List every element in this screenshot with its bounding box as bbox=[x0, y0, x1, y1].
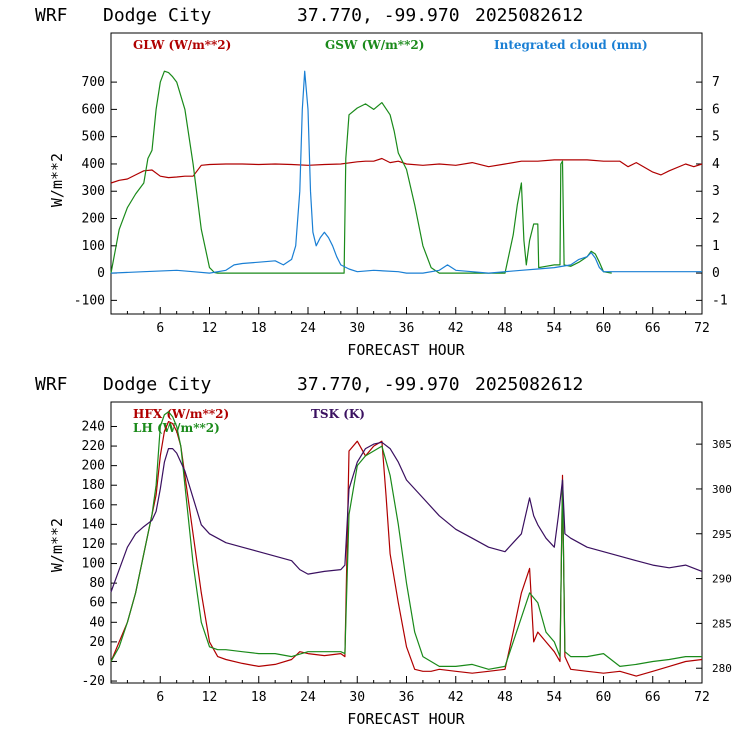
x-tick-label: 6 bbox=[156, 690, 164, 705]
x-tick-label: 72 bbox=[694, 690, 710, 705]
series-line-lh bbox=[110, 411, 702, 670]
x-tick-label: 30 bbox=[349, 321, 365, 336]
panel1-xlabel: FORECAST HOUR bbox=[347, 341, 465, 359]
y2-tick-label: 305 bbox=[712, 438, 732, 451]
header-coords: 37.770, -99.970 bbox=[297, 5, 460, 26]
x-tick-label: 60 bbox=[596, 321, 612, 336]
y2-tick-label: 5 bbox=[712, 130, 720, 145]
y2-tick-label: 290 bbox=[712, 573, 732, 586]
radiation-cloud-panel: GLW (W/m**2) GSW (W/m**2) Integrated clo… bbox=[48, 32, 728, 359]
x-tick-label: 42 bbox=[448, 690, 464, 705]
x-tick-label: 48 bbox=[497, 690, 513, 705]
header-station: Dodge City bbox=[103, 5, 212, 26]
x-tick-label: 54 bbox=[546, 321, 562, 336]
legend-cloud: Integrated cloud (mm) bbox=[494, 38, 648, 52]
y-tick-label: 300 bbox=[82, 184, 105, 199]
y-tick-label: 200 bbox=[82, 212, 105, 227]
y-tick-label: 400 bbox=[82, 157, 105, 172]
x-tick-label: 66 bbox=[645, 690, 661, 705]
y2-tick-label: 0 bbox=[712, 266, 720, 281]
flux-skin-temp-panel: HFX (W/m**2) LH (W/m**2) TSK (K) FORECAS… bbox=[48, 401, 732, 728]
y2-tick-label: 6 bbox=[712, 102, 720, 117]
series-line-tsk bbox=[110, 441, 703, 593]
x-tick-label: 72 bbox=[694, 321, 710, 336]
y-tick-label: 80 bbox=[89, 576, 105, 591]
y2-tick-label: 7 bbox=[712, 75, 720, 90]
y-tick-label: 180 bbox=[82, 478, 105, 493]
header2-station: Dodge City bbox=[103, 374, 212, 395]
y2-tick-label: 3 bbox=[712, 184, 720, 199]
y2-tick-label: -1 bbox=[712, 293, 728, 308]
legend-hfx: HFX (W/m**2) bbox=[133, 407, 229, 421]
y-tick-label: 40 bbox=[89, 615, 105, 630]
y-tick-label: -20 bbox=[82, 674, 105, 689]
y-tick-label: 20 bbox=[89, 635, 105, 650]
x-tick-label: 48 bbox=[497, 321, 513, 336]
y-tick-label: 60 bbox=[89, 596, 105, 611]
x-tick-label: 12 bbox=[202, 321, 218, 336]
x-tick-label: 60 bbox=[596, 690, 612, 705]
y-tick-label: 100 bbox=[82, 557, 105, 572]
legend-lh: LH (W/m**2) bbox=[133, 421, 220, 435]
header2-coords: 37.770, -99.970 bbox=[297, 374, 460, 395]
y-tick-label: 500 bbox=[82, 130, 105, 145]
header2-datetime: 2025082612 bbox=[475, 374, 583, 395]
y2-tick-label: 300 bbox=[712, 483, 732, 496]
y2-tick-label: 280 bbox=[712, 662, 732, 675]
y-tick-label: 700 bbox=[82, 75, 105, 90]
legend-gsw: GSW (W/m**2) bbox=[325, 38, 424, 52]
y2-tick-label: 285 bbox=[712, 617, 732, 630]
x-tick-label: 66 bbox=[645, 321, 661, 336]
panel1-ylabel: W/m**2 bbox=[48, 153, 66, 207]
y2-tick-label: 4 bbox=[712, 157, 720, 172]
y2-tick-label: 2 bbox=[712, 212, 720, 227]
x-tick-label: 18 bbox=[251, 321, 267, 336]
y-tick-label: 600 bbox=[82, 102, 105, 117]
x-tick-label: 24 bbox=[300, 690, 316, 705]
y-tick-label: 160 bbox=[82, 498, 105, 513]
x-tick-label: 18 bbox=[251, 690, 267, 705]
header2-model: WRF bbox=[35, 374, 68, 395]
y-tick-label: 200 bbox=[82, 459, 105, 474]
y2-tick-label: 295 bbox=[712, 528, 732, 541]
x-tick-label: 24 bbox=[300, 321, 316, 336]
x-tick-label: 30 bbox=[349, 690, 365, 705]
x-tick-label: 36 bbox=[399, 690, 415, 705]
y-tick-label: 0 bbox=[97, 266, 105, 281]
y-tick-label: -100 bbox=[74, 293, 105, 308]
series-line-hfx bbox=[110, 421, 703, 677]
panel2-header: WRF Dodge City 37.770, -99.970 202508261… bbox=[35, 374, 583, 395]
header-model: WRF bbox=[35, 5, 68, 26]
series-line-integrated bbox=[110, 70, 702, 274]
y-tick-label: 220 bbox=[82, 439, 105, 454]
series-line-gsw bbox=[110, 70, 612, 274]
y-tick-label: 140 bbox=[82, 517, 105, 532]
y2-tick-label: 1 bbox=[712, 239, 720, 254]
panel2-ylabel: W/m**2 bbox=[48, 518, 66, 572]
panel1-header: WRF Dodge City 37.770, -99.970 202508261… bbox=[35, 5, 583, 26]
x-tick-label: 36 bbox=[399, 321, 415, 336]
y-tick-label: 120 bbox=[82, 537, 105, 552]
panel2-xlabel: FORECAST HOUR bbox=[347, 710, 465, 728]
x-tick-label: 12 bbox=[202, 690, 218, 705]
x-tick-label: 42 bbox=[448, 321, 464, 336]
header-datetime: 2025082612 bbox=[475, 5, 583, 26]
y-tick-label: 100 bbox=[82, 239, 105, 254]
x-tick-label: 54 bbox=[546, 690, 562, 705]
x-tick-label: 6 bbox=[156, 321, 164, 336]
y-tick-label: 0 bbox=[97, 654, 105, 669]
panel2-frame bbox=[110, 401, 703, 684]
legend-glw: GLW (W/m**2) bbox=[133, 38, 231, 52]
series-line-glw bbox=[110, 157, 703, 184]
y-tick-label: 240 bbox=[82, 419, 105, 434]
legend-tsk: TSK (K) bbox=[311, 407, 365, 421]
